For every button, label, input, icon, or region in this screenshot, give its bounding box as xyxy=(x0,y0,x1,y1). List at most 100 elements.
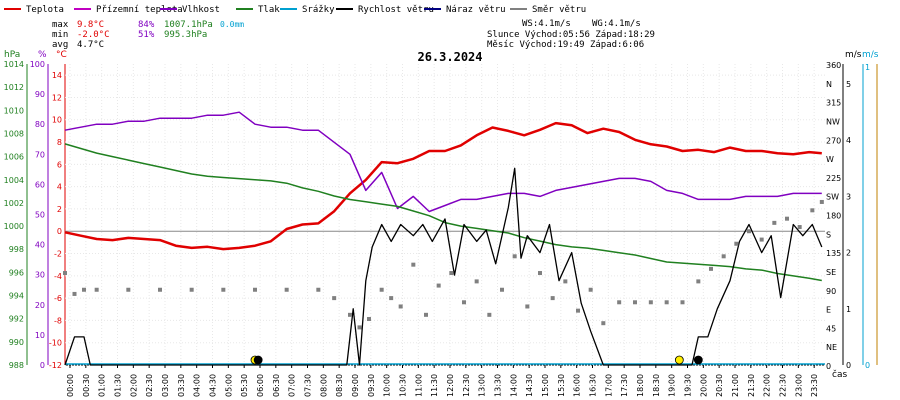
time-tick-label: 20:30 xyxy=(715,374,724,397)
hpa-unit-label: hPa xyxy=(4,50,20,60)
stats-max-rain: 0.0mm xyxy=(220,20,244,29)
wind-dir-point xyxy=(158,287,162,292)
ms2-tick-label: 1 xyxy=(865,63,870,72)
wind-dir-point xyxy=(424,312,428,317)
sun-info: Slunce Východ:05:56 Západ:18:29 xyxy=(487,30,655,40)
time-tick-label: 09:00 xyxy=(351,374,360,397)
legend-item-label: Směr větru xyxy=(532,5,586,15)
wind-dir-point xyxy=(747,229,751,234)
wind-dir-point xyxy=(332,296,337,301)
chart-date-title: 26.3.2024 xyxy=(417,50,482,64)
wind-dir-point xyxy=(284,287,289,292)
time-tick-label: 06:00 xyxy=(256,374,265,397)
wind-dir-point xyxy=(721,254,726,259)
time-tick-label: 21:00 xyxy=(731,374,740,397)
ms-tick-label: 1 xyxy=(846,305,851,314)
time-tick-label: 11:00 xyxy=(414,374,423,397)
stats-max-hum: 84% xyxy=(138,20,155,30)
stats-avg-temp: 4.7°C xyxy=(77,40,104,50)
c-tick-label: 12 xyxy=(52,93,62,102)
wind-dir-point xyxy=(436,283,441,288)
time-unit-label: čas xyxy=(832,369,847,380)
wind-dir-point xyxy=(601,321,606,326)
gridlines xyxy=(65,64,825,368)
dir-tick-label: 315 xyxy=(826,99,841,108)
dir-tick-label: 225 xyxy=(826,174,841,183)
dir-tick-label: W xyxy=(826,155,834,164)
wind-dir-point xyxy=(462,300,466,305)
wind-dir-point xyxy=(512,254,517,259)
moon-icon xyxy=(253,355,263,365)
wind-dir-point xyxy=(734,241,739,246)
time-tick-label: 22:00 xyxy=(763,374,772,397)
wind-dir-point xyxy=(367,317,371,322)
ms-tick-label: 4 xyxy=(846,136,851,145)
stats-min-temp: -2.0°C xyxy=(77,30,110,40)
time-tick-label: 13:00 xyxy=(478,374,487,397)
time-tick-label: 17:00 xyxy=(604,374,613,397)
pct-tick-label: 20 xyxy=(35,301,45,310)
dir-tick-label: 180 xyxy=(826,212,841,221)
wind-dir-point xyxy=(449,271,454,276)
ms2-tick-label: 0 xyxy=(865,361,870,370)
stats-min-press: 995.3hPa xyxy=(164,30,207,40)
ms-tick-label: 2 xyxy=(846,249,851,258)
pct-tick-label: 60 xyxy=(35,180,45,189)
c-tick-label: 2 xyxy=(57,205,62,214)
hpa-tick-label: 1000 xyxy=(4,222,24,231)
time-tick-label: 17:30 xyxy=(620,374,629,397)
dir-tick-label: 90 xyxy=(826,287,836,296)
time-tick-label: 22:30 xyxy=(779,374,788,397)
hpa-tick-label: 1002 xyxy=(4,199,24,208)
c-tick-label: -8 xyxy=(54,316,62,325)
wind-dir-point xyxy=(819,199,824,204)
c-tick-label: -4 xyxy=(54,272,62,281)
pct-unit-label: % xyxy=(38,50,47,60)
wind-gust-info: WG:4.1m/s xyxy=(592,19,641,29)
wind-dir-point xyxy=(617,300,622,305)
time-tick-label: 08:30 xyxy=(335,374,344,397)
c-tick-label: 14 xyxy=(52,71,62,80)
wind-dir-point xyxy=(785,216,789,221)
wind-dir-point xyxy=(810,208,815,213)
dir-tick-label: NW xyxy=(826,117,840,126)
dir-tick-label: 270 xyxy=(826,136,841,145)
legend-item-label: Vlhkost xyxy=(182,5,220,15)
wind-dir-point xyxy=(411,262,416,267)
wind-dir-point xyxy=(709,266,713,271)
plot-area xyxy=(63,111,825,366)
pct-tick-label: 90 xyxy=(35,90,45,99)
dir-tick-label: 0 xyxy=(826,362,831,371)
wind-dir-point xyxy=(221,287,226,292)
time-tick-label: 15:00 xyxy=(541,374,550,397)
time-tick-label: 05:30 xyxy=(240,374,249,397)
pct-tick-label: 10 xyxy=(35,331,45,340)
wind-dir-point xyxy=(696,279,701,284)
c-tick-label: -12 xyxy=(49,361,62,370)
legend-item-label: Přízemní teplota xyxy=(96,5,183,15)
legend-item-label: Tlak xyxy=(258,5,280,15)
time-tick-label: 20:00 xyxy=(699,374,708,397)
c-tick-label: 6 xyxy=(57,160,62,169)
time-tick-label: 16:00 xyxy=(573,374,582,397)
time-tick-label: 07:00 xyxy=(288,374,297,397)
hpa-tick-label: 996 xyxy=(9,268,24,277)
c-tick-label: 8 xyxy=(57,138,62,147)
legend-item-label: Srážky xyxy=(302,5,335,15)
wind-speed-info: WS:4.1m/s xyxy=(522,19,571,29)
hpa-tick-label: 988 xyxy=(9,361,24,370)
pct-tick-label: 80 xyxy=(35,120,45,129)
hpa-tick-label: 1008 xyxy=(4,129,24,138)
stats-avg-label: avg xyxy=(52,40,68,50)
series-teplota-line xyxy=(64,121,822,251)
time-tick-label: 18:30 xyxy=(652,374,661,397)
dir-tick-label: NE xyxy=(826,343,837,352)
dir-tick-label: N xyxy=(826,80,832,89)
wind-dir-point xyxy=(550,296,555,301)
hpa-tick-label: 1012 xyxy=(4,83,24,92)
wind-dir-point xyxy=(759,237,764,242)
time-tick-label: 19:30 xyxy=(684,374,693,397)
time-tick-label: 01:30 xyxy=(114,374,123,397)
c-tick-label: -2 xyxy=(54,250,62,259)
time-tick-label: 00:00 xyxy=(66,374,75,397)
